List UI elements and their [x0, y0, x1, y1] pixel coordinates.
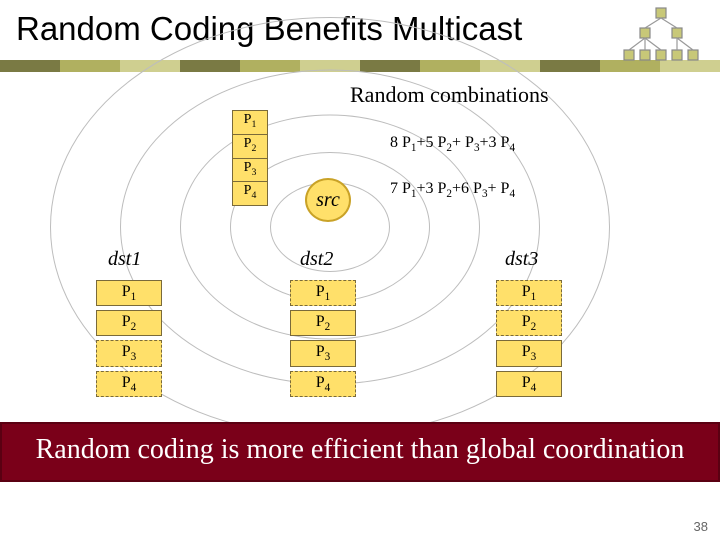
conclusion-banner: Random coding is more efficient than glo…: [0, 422, 720, 482]
packet: P2: [290, 310, 356, 336]
combination-eq-1: 8 P1+5 P2+ P3+3 P4: [390, 134, 515, 154]
packet: P4: [290, 371, 356, 397]
source-packet-stack: P1P2P3P4: [232, 110, 268, 205]
dst-label-dst3: dst3: [505, 248, 538, 271]
combination-eq-2: 7 P1+3 P2+6 P3+ P4: [390, 180, 515, 200]
dst-stack-1: P1 P2 P3 P4: [96, 280, 162, 401]
packet: P3: [232, 158, 268, 183]
dst-stack-2: P1 P2 P3 P4: [290, 280, 356, 401]
packet: P4: [96, 371, 162, 397]
packet: P2: [96, 310, 162, 336]
dst-label-dst1: dst1: [108, 248, 141, 271]
packet: P1: [232, 110, 268, 135]
packet: P4: [496, 371, 562, 397]
diagram-area: Random combinations P1P2P3P4 src 8 P1+5 …: [0, 78, 720, 388]
packet: P3: [96, 340, 162, 366]
random-combinations-label: Random combinations: [350, 82, 549, 108]
packet: P4: [232, 181, 268, 206]
src-node: src: [305, 178, 351, 222]
page-number: 38: [694, 519, 708, 534]
packet: P1: [496, 280, 562, 306]
packet: P1: [290, 280, 356, 306]
dst-label-dst2: dst2: [300, 248, 333, 271]
packet: P2: [496, 310, 562, 336]
packet: P1: [96, 280, 162, 306]
network-glyph-icon: [616, 6, 706, 72]
packet: P3: [290, 340, 356, 366]
dst-stack-3: P1 P2 P3 P4: [496, 280, 562, 401]
packet: P2: [232, 134, 268, 159]
packet: P3: [496, 340, 562, 366]
